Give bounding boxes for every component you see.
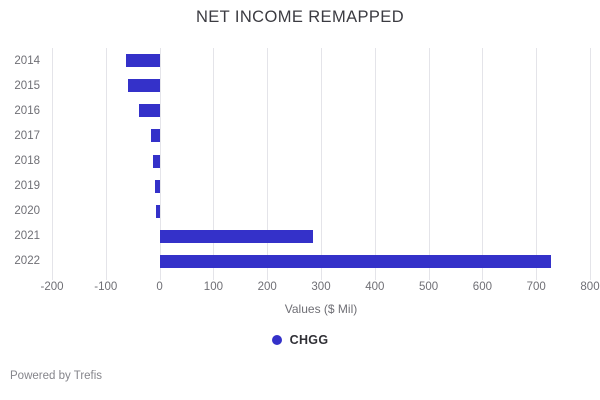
- x-tick-label: 700: [526, 281, 546, 293]
- x-tick-label: 100: [203, 281, 223, 293]
- gridline: [267, 48, 269, 280]
- y-axis-label: 2018: [14, 155, 40, 167]
- y-axis-label: 2021: [14, 230, 40, 243]
- y-axis-label: 2022: [14, 255, 40, 268]
- bar-chgg-2015[interactable]: [128, 79, 160, 93]
- x-tick-label: 800: [580, 281, 600, 293]
- gridline: [590, 48, 591, 280]
- gridline: [536, 48, 538, 280]
- x-axis-title: Values ($ Mil): [284, 302, 358, 316]
- gridline: [321, 48, 322, 280]
- gridline: [428, 48, 430, 280]
- x-tick-label: 500: [419, 281, 439, 293]
- y-axis-label: 2014: [14, 54, 40, 67]
- bar-chgg-2021[interactable]: [159, 229, 314, 243]
- chart-title: NET INCOME REMAPPED: [195, 8, 405, 26]
- bar-chgg-2018[interactable]: [152, 154, 160, 168]
- bar-chgg-2022[interactable]: [159, 254, 551, 268]
- gridline: [213, 48, 215, 280]
- y-axis-label: 2020: [14, 205, 40, 218]
- bar-chgg-2020[interactable]: [156, 204, 160, 218]
- gridline: [159, 48, 161, 280]
- x-tick-label: 400: [365, 281, 385, 293]
- x-tick-label: 600: [472, 281, 492, 293]
- gridline: [105, 48, 107, 280]
- x-tick-label: -200: [40, 281, 64, 293]
- bar-chgg-2014[interactable]: [125, 54, 160, 68]
- powered-by-trefis: Powered by Trefis: [10, 370, 103, 382]
- x-tick-label: -100: [94, 281, 118, 293]
- y-axis-label: 2016: [14, 104, 40, 117]
- bar-chgg-2019[interactable]: [154, 179, 160, 193]
- y-axis-label: 2019: [14, 180, 40, 193]
- x-tick-label: 300: [311, 281, 331, 293]
- gridline: [482, 48, 484, 280]
- x-tick-label: 200: [257, 281, 277, 293]
- legend-item-chgg[interactable]: CHGG: [271, 333, 329, 347]
- bar-chgg-2017[interactable]: [150, 129, 160, 143]
- legend-dot-icon: [271, 335, 282, 345]
- gridline: [374, 48, 376, 280]
- x-tick-label: 0: [156, 281, 163, 293]
- legend-label: CHGG: [289, 333, 329, 347]
- bar-chgg-2016[interactable]: [138, 104, 160, 118]
- gridline: [52, 48, 53, 280]
- legend: CHGG: [0, 333, 600, 347]
- y-axis-label: 2017: [14, 129, 40, 142]
- y-axis-label: 2015: [14, 79, 40, 92]
